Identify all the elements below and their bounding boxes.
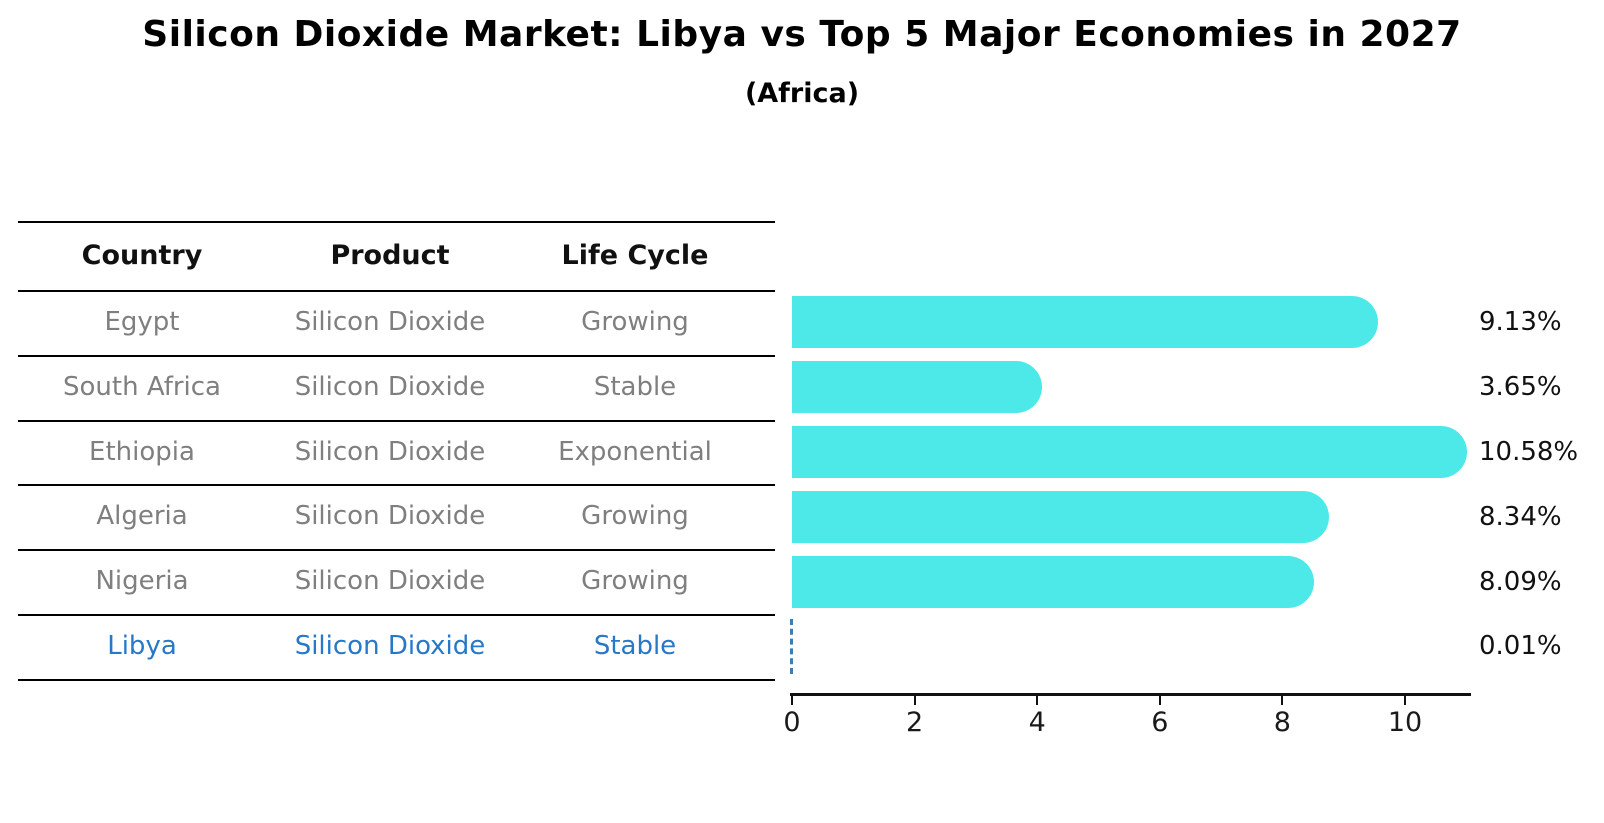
x-tick xyxy=(913,696,916,705)
table-separator-line xyxy=(18,549,775,552)
x-tick-label: 0 xyxy=(783,707,801,738)
bar xyxy=(792,426,1467,478)
bar xyxy=(792,361,1042,414)
bar-value-label: 8.34% xyxy=(1479,501,1562,532)
life-cycle-cell: Stable xyxy=(593,631,677,661)
table-separator-line xyxy=(18,419,775,422)
column-header: Product xyxy=(330,240,450,271)
x-tick-label: 4 xyxy=(1028,707,1046,738)
x-tick xyxy=(1281,696,1284,705)
table-separator-line xyxy=(18,354,775,357)
x-tick-label: 10 xyxy=(1387,707,1423,738)
product-cell: Silicon Dioxide xyxy=(294,307,486,337)
country-cell: South Africa xyxy=(63,371,221,402)
life-cycle-cell: Growing xyxy=(581,307,689,337)
product-cell: Silicon Dioxide xyxy=(294,371,486,402)
life-cycle-cell: Growing xyxy=(581,566,689,597)
bar-value-label: 8.09% xyxy=(1479,566,1562,597)
country-cell: Ethiopia xyxy=(89,436,195,467)
product-cell: Silicon Dioxide xyxy=(294,566,486,597)
life-cycle-cell: Growing xyxy=(581,501,689,532)
table-separator-line xyxy=(18,614,775,616)
table-top-line xyxy=(18,221,775,223)
bar xyxy=(792,296,1378,349)
life-cycle-cell: Stable xyxy=(593,371,677,402)
table-separator-line xyxy=(18,290,775,292)
product-cell: Silicon Dioxide xyxy=(294,501,486,532)
country-cell: Algeria xyxy=(96,501,188,532)
product-cell: Silicon Dioxide xyxy=(294,436,486,467)
x-axis-line xyxy=(790,693,1471,696)
bar xyxy=(792,555,1314,608)
table-separator-line xyxy=(18,484,775,487)
bar-value-label: 3.65% xyxy=(1479,372,1562,403)
x-tick-label: 2 xyxy=(906,707,924,738)
x-tick xyxy=(1036,696,1039,705)
bar-value-label: 10.58% xyxy=(1479,437,1579,467)
country-cell: Egypt xyxy=(104,307,180,337)
x-tick xyxy=(1404,696,1406,705)
country-cell: Libya xyxy=(107,631,177,661)
product-cell: Silicon Dioxide xyxy=(294,631,486,661)
bar xyxy=(792,490,1330,543)
country-cell: Nigeria xyxy=(95,566,189,597)
column-header: Country xyxy=(81,240,203,271)
life-cycle-cell: Exponential xyxy=(558,436,712,467)
x-tick xyxy=(791,696,793,705)
x-tick xyxy=(1158,696,1161,705)
bar-value-label: 0.01% xyxy=(1479,631,1562,662)
chart-subtitle: (Africa) xyxy=(744,78,860,109)
bar-value-label: 9.13% xyxy=(1479,307,1562,338)
highlight-dashed-bar xyxy=(790,619,793,675)
column-header: Life Cycle xyxy=(561,240,709,271)
table-separator-line xyxy=(18,678,775,681)
x-tick-label: 6 xyxy=(1151,707,1169,738)
chart-title: Silicon Dioxide Market: Libya vs Top 5 M… xyxy=(142,14,1462,55)
x-tick-label: 8 xyxy=(1273,707,1291,738)
